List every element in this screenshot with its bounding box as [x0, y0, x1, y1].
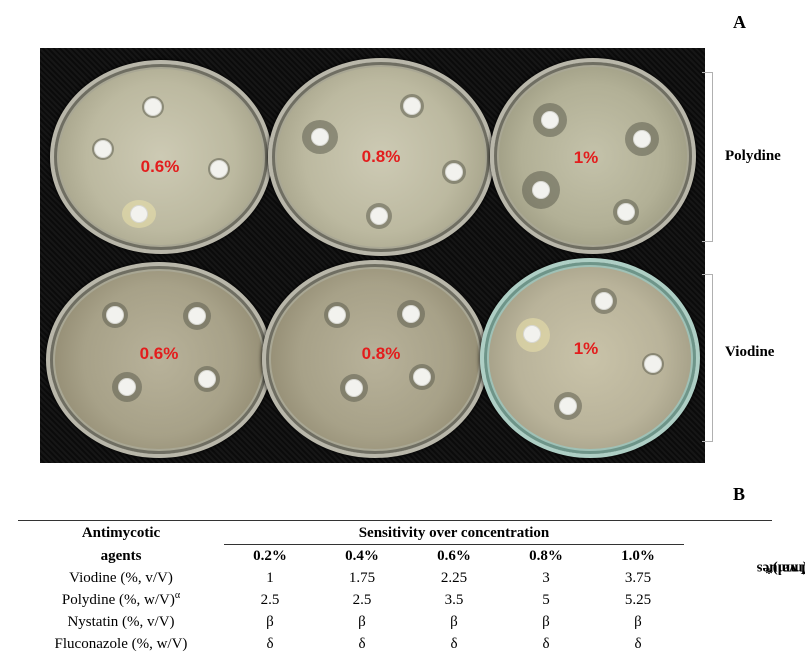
table-cell: 1	[266, 570, 274, 586]
concentration-label: 1%	[573, 339, 599, 358]
header-agent-line1: Antimycotic	[81, 525, 161, 542]
table-row: Nystatin (%, v/V) β β β β β	[18, 611, 684, 633]
agent-name: Fluconazole (%, w/V)	[54, 636, 188, 652]
table-cell: 5.25	[624, 592, 652, 608]
table-cell: 2.5	[260, 592, 280, 608]
petri-plate-viodine-0-6: 0.6%	[46, 262, 272, 458]
table-cell: 3.75	[624, 570, 652, 586]
agent-name: Nystatin (%, v/V)	[67, 614, 175, 630]
table-cell: β	[450, 614, 458, 630]
table-cell: 3.5	[444, 592, 464, 608]
table-cell: 2.25	[440, 570, 468, 586]
polydine-bracket	[702, 72, 713, 242]
header-concentration: 0.8%	[529, 548, 563, 564]
header-concentration: 0.2%	[253, 548, 287, 564]
panel-label-b: B	[733, 484, 746, 504]
row-label-viodine: Viodine	[725, 344, 775, 360]
table-row: Fluconazole (%, w/V) δ δ δ δ δ	[18, 633, 684, 655]
table-top-rule	[18, 520, 772, 521]
petri-plate-viodine-1: 1%	[480, 258, 700, 458]
concentration-label: 0.6%	[139, 344, 179, 363]
header-concentration: 0.6%	[437, 548, 471, 564]
table-cell: 2.5	[352, 592, 372, 608]
concentration-label: 1%	[573, 148, 599, 167]
header-sensitivity: Sensitivity over concentration	[224, 522, 684, 545]
table-cell: β	[542, 614, 550, 630]
table-cell: 5	[542, 592, 550, 608]
table-cell: δ	[450, 636, 458, 652]
table-cell: β	[266, 614, 274, 630]
petri-plate-viodine-0-8: 0.8%	[262, 260, 488, 458]
petri-plate-polydine-0-8: 0.8%	[268, 58, 494, 256]
petri-dish-photo: 0.6% 0.8% 1% 0.6	[40, 48, 705, 463]
concentration-label: 0.8%	[361, 147, 401, 166]
table-cell: δ	[634, 636, 642, 652]
row-label-polydine: Polydine	[725, 148, 781, 164]
table-cell: β	[634, 614, 642, 630]
table-cell: δ	[358, 636, 366, 652]
header-concentration: 1.0%	[621, 548, 655, 564]
petri-plate-polydine-0-6: 0.6%	[50, 60, 272, 254]
petri-plate-polydine-1: 1%	[490, 58, 696, 254]
zi-unit: (mm)*	[765, 560, 805, 577]
agent-superscript: α	[174, 590, 181, 601]
zi-values-label: ZI values(mm)*	[715, 528, 805, 648]
header-concentration: 0.4%	[345, 548, 379, 564]
table-row: Polydine (%, w/V)α 2.5 2.5 3.5 5 5.25	[18, 589, 684, 611]
panel-label-a: A	[733, 12, 746, 32]
agent-name: Polydine (%, w/V)	[61, 592, 175, 608]
table-row: Viodine (%, v/V) 1 1.75 2.25 3 3.75	[18, 567, 684, 589]
table-cell: δ	[542, 636, 550, 652]
table-cell: δ	[266, 636, 274, 652]
table-cell: 1.75	[348, 570, 376, 586]
agent-name-cell: Polydine (%, w/V)α	[18, 589, 224, 611]
concentration-label: 0.8%	[361, 344, 401, 363]
agent-name: Viodine (%, v/V)	[69, 570, 173, 586]
table-cell: β	[358, 614, 366, 630]
header-agent-line2: agents	[100, 547, 142, 564]
table-cell: 3	[542, 570, 550, 586]
viodine-bracket	[702, 274, 713, 442]
concentration-label: 0.6%	[140, 157, 180, 176]
